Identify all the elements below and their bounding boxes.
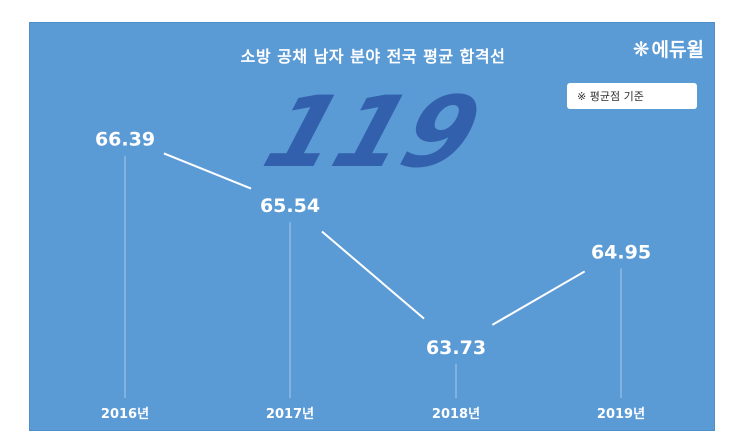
chart-plot: 119 66.39 65.54 63.73 64.95 2016년 2017년 2018년 20… xyxy=(95,75,651,422)
x-tick-label: 2016년 xyxy=(101,407,149,422)
series-line-segment xyxy=(491,270,586,326)
data-label: 65.54 xyxy=(260,195,320,217)
data-label: 63.73 xyxy=(426,337,486,359)
brand-logo: ❋ 에듀윌 xyxy=(633,35,704,62)
data-label: 66.39 xyxy=(95,129,155,151)
data-label: 64.95 xyxy=(591,241,651,263)
watermark-logo: 119 xyxy=(252,75,494,189)
snowflake-icon: ❋ xyxy=(632,36,650,61)
chart-title: 소방 공채 남자 분야 전국 평균 합격선 xyxy=(240,47,506,66)
x-tick-label: 2019년 xyxy=(597,407,645,422)
series-line-segment xyxy=(321,230,425,320)
x-tick-label: 2018년 xyxy=(432,407,480,422)
chart-card: 119 66.39 65.54 63.73 64.95 2016년 2017년 2018년 20… xyxy=(29,22,715,431)
note-box: ※ 평균점 기준 xyxy=(567,83,697,109)
brand-name: 에듀윌 xyxy=(651,39,704,61)
x-tick-label: 2017년 xyxy=(266,407,314,422)
series-line-segment xyxy=(163,152,252,190)
